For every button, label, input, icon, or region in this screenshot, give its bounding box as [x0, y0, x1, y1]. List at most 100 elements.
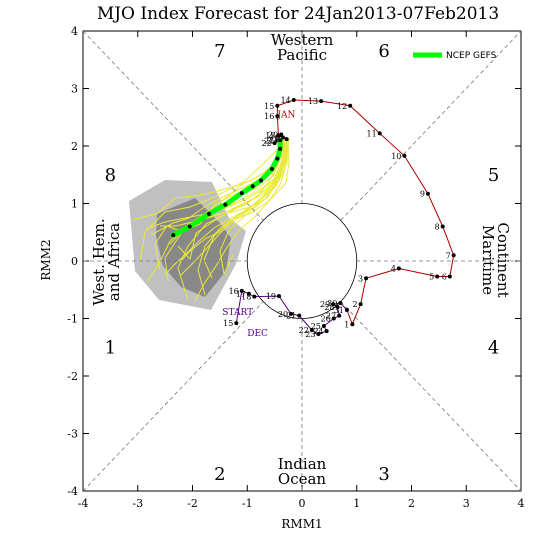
- day-label: 16: [229, 287, 239, 296]
- day-label: 29: [320, 300, 330, 309]
- data-point: [447, 274, 452, 279]
- region-label-top: Western: [271, 31, 334, 49]
- month-label: DEC: [247, 329, 268, 339]
- data-point: [239, 288, 244, 293]
- start-label: START: [222, 308, 253, 318]
- data-point: [277, 294, 282, 299]
- day-label: 12: [337, 102, 347, 111]
- forecast-point: [275, 156, 280, 161]
- day-label: 8: [435, 223, 440, 232]
- region-label-left: West. Hem.: [90, 218, 108, 305]
- day-label: 15: [223, 319, 233, 328]
- x-tick-label: 3: [463, 497, 470, 510]
- forecast-point: [223, 202, 228, 207]
- annotations: START DEC JAN: [222, 110, 295, 339]
- day-label: 22: [261, 139, 271, 148]
- data-point: [348, 103, 353, 108]
- data-point: [358, 302, 363, 307]
- phase-label: 4: [488, 337, 499, 358]
- y-tick-label: -2: [67, 370, 78, 383]
- data-point: [435, 274, 440, 279]
- forecast-point: [250, 184, 255, 189]
- day-label: 9: [420, 190, 425, 199]
- y-tick-label: 1: [71, 198, 78, 211]
- data-point: [279, 132, 284, 137]
- data-point: [335, 305, 340, 309]
- forecast-point: [239, 191, 244, 196]
- x-axis-label: RMM1: [281, 517, 322, 531]
- region-label-top: Pacific: [277, 46, 327, 64]
- data-point: [425, 191, 430, 196]
- y-tick-label: 0: [71, 255, 78, 268]
- data-point: [275, 103, 280, 108]
- diagonal-guide: [340, 301, 522, 492]
- data-point: [246, 291, 251, 296]
- day-label: 18: [241, 293, 251, 302]
- day-label: 2: [352, 300, 357, 309]
- data-point: [350, 322, 355, 327]
- day-label: 21: [264, 136, 274, 145]
- x-tick-label: 4: [518, 497, 525, 510]
- day-label: 15: [264, 102, 274, 111]
- forecast-point: [258, 178, 263, 183]
- data-point: [440, 224, 445, 229]
- diagonal-guide: [82, 301, 264, 492]
- day-label: 20: [278, 310, 288, 319]
- legend: NCEP GEFS: [413, 51, 497, 61]
- phase-label: 7: [214, 41, 225, 62]
- data-point: [234, 321, 239, 326]
- phase-label: 5: [488, 165, 499, 186]
- x-tick-label: -1: [242, 497, 253, 510]
- diagonal-guide: [340, 30, 522, 221]
- chart-title: MJO Index Forecast for 24Jan2013-07Feb20…: [97, 4, 499, 24]
- day-label: 28: [324, 303, 334, 312]
- day-label: 7: [446, 251, 451, 260]
- forecast-point: [206, 211, 211, 216]
- phase-label: 6: [378, 41, 389, 62]
- day-label: 25: [311, 322, 321, 331]
- x-tick-label: 0: [299, 497, 306, 510]
- y-tick-label: 2: [71, 140, 78, 153]
- data-point: [319, 99, 324, 104]
- day-label: 20: [268, 131, 278, 140]
- forecast-point: [171, 233, 176, 238]
- data-point: [396, 266, 401, 271]
- day-label: 13: [308, 97, 318, 106]
- day-label: 11: [367, 129, 377, 138]
- day-label: 17: [236, 290, 246, 299]
- x-tick-label: -2: [187, 497, 198, 510]
- day-label: 4: [391, 264, 396, 273]
- data-point: [291, 98, 296, 102]
- forecast-point: [269, 167, 274, 171]
- phase-label: 1: [105, 337, 116, 358]
- day-label: 31: [334, 306, 344, 315]
- day-label: 14: [281, 96, 291, 105]
- day-label: 18: [270, 133, 280, 142]
- day-label: 10: [391, 152, 401, 161]
- data-point: [272, 141, 277, 146]
- day-label: 21: [286, 312, 296, 321]
- day-label: 26: [321, 315, 331, 324]
- data-point: [402, 153, 407, 158]
- y-tick-label: 4: [71, 25, 78, 38]
- forecast-series: [170, 137, 283, 238]
- forecast-point: [278, 138, 283, 143]
- day-label: 30: [327, 299, 337, 308]
- data-point: [338, 300, 343, 305]
- x-tick-label: 1: [353, 497, 360, 510]
- day-label: 24: [313, 327, 323, 336]
- region-label-right: Maritime: [479, 225, 497, 295]
- day-label: 23: [305, 330, 315, 339]
- day-label: 3: [358, 274, 363, 283]
- legend-label: NCEP GEFS: [446, 51, 497, 61]
- phase-label: 8: [105, 165, 116, 186]
- day-label: 5: [429, 273, 434, 282]
- region-label-bottom: Ocean: [278, 470, 327, 488]
- data-point: [321, 323, 326, 328]
- month-label: JAN: [276, 110, 295, 120]
- data-point: [331, 316, 336, 321]
